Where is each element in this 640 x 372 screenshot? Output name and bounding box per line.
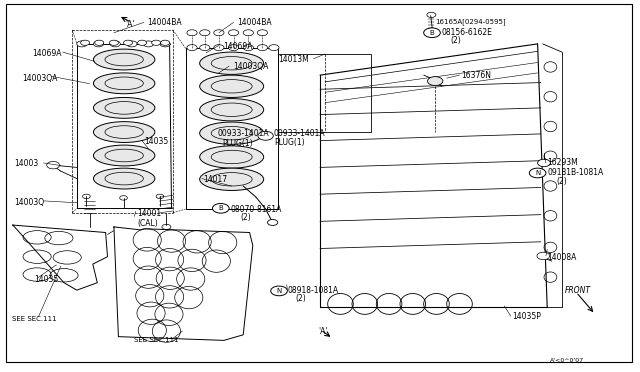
Circle shape: [258, 131, 273, 140]
Circle shape: [243, 30, 253, 36]
Text: 'A': 'A': [319, 327, 328, 336]
Circle shape: [93, 41, 104, 47]
Text: 16376N: 16376N: [461, 71, 491, 80]
Bar: [278, 54, 371, 132]
Text: PLUG(1): PLUG(1): [274, 138, 305, 147]
Circle shape: [77, 41, 87, 47]
Text: 14003: 14003: [14, 159, 38, 168]
Text: 14069A: 14069A: [32, 49, 61, 58]
Ellipse shape: [93, 97, 155, 118]
Text: 14004BA: 14004BA: [237, 18, 271, 27]
Text: 14001: 14001: [138, 209, 162, 218]
Circle shape: [47, 161, 60, 169]
Circle shape: [257, 45, 268, 51]
Text: FRONT: FRONT: [564, 286, 591, 295]
Text: (2): (2): [296, 294, 307, 303]
Text: PLUG(1): PLUG(1): [223, 139, 253, 148]
Ellipse shape: [200, 146, 264, 168]
Text: N: N: [535, 170, 540, 176]
Ellipse shape: [93, 73, 155, 94]
Text: 'A': 'A': [125, 20, 134, 29]
Circle shape: [187, 30, 197, 36]
Text: B: B: [429, 30, 435, 36]
Circle shape: [269, 45, 279, 51]
Text: SEE SEC.111: SEE SEC.111: [12, 316, 56, 322]
Text: 16293M: 16293M: [547, 158, 578, 167]
Circle shape: [138, 40, 147, 45]
Circle shape: [228, 30, 239, 36]
Circle shape: [124, 40, 132, 45]
Text: 14013M: 14013M: [278, 55, 309, 64]
Ellipse shape: [200, 122, 264, 144]
Text: 14003Q: 14003Q: [14, 198, 44, 207]
Circle shape: [152, 40, 161, 45]
Text: SEE SEC.111: SEE SEC.111: [134, 337, 179, 343]
Text: 09181B-1081A: 09181B-1081A: [548, 169, 604, 177]
Text: 14035P: 14035P: [512, 312, 541, 321]
Circle shape: [95, 40, 104, 45]
Circle shape: [257, 30, 268, 36]
Text: 14004BA: 14004BA: [147, 18, 182, 27]
Circle shape: [268, 219, 278, 225]
Text: 14003QA: 14003QA: [234, 62, 269, 71]
Circle shape: [200, 30, 210, 36]
Circle shape: [109, 40, 118, 45]
Ellipse shape: [200, 75, 264, 97]
Text: B: B: [218, 205, 223, 211]
Text: (2): (2): [240, 213, 251, 222]
Ellipse shape: [93, 168, 155, 189]
Text: 14003QA: 14003QA: [22, 74, 58, 83]
Circle shape: [529, 168, 546, 178]
Text: 00933-1401A: 00933-1401A: [274, 129, 326, 138]
Text: (2): (2): [557, 177, 568, 186]
Text: 14008A: 14008A: [547, 253, 577, 262]
Circle shape: [187, 45, 197, 51]
Ellipse shape: [200, 168, 264, 190]
Circle shape: [214, 30, 224, 36]
Text: 14035: 14035: [144, 137, 168, 146]
Text: 14035: 14035: [34, 275, 58, 283]
Text: 14069A: 14069A: [223, 42, 252, 51]
Circle shape: [160, 41, 170, 47]
Text: 14017: 14017: [204, 175, 228, 184]
Circle shape: [161, 40, 170, 45]
Text: 08156-6162E: 08156-6162E: [442, 28, 492, 37]
Text: 00933-1401A: 00933-1401A: [218, 129, 269, 138]
Circle shape: [428, 77, 443, 86]
Circle shape: [81, 40, 90, 45]
Circle shape: [243, 45, 253, 51]
Circle shape: [110, 41, 120, 47]
Circle shape: [271, 286, 287, 296]
Ellipse shape: [93, 145, 155, 166]
Text: A'<0^0'07: A'<0^0'07: [550, 358, 584, 363]
Circle shape: [127, 41, 137, 47]
Ellipse shape: [93, 49, 155, 70]
Text: (CAL): (CAL): [138, 219, 158, 228]
Circle shape: [228, 45, 239, 51]
Circle shape: [214, 45, 224, 51]
Circle shape: [212, 203, 229, 213]
Text: 08070-8161A: 08070-8161A: [230, 205, 282, 214]
Ellipse shape: [200, 99, 264, 121]
Circle shape: [424, 28, 440, 38]
Circle shape: [538, 159, 550, 167]
Text: 16165A[0294-0595]: 16165A[0294-0595]: [435, 18, 506, 25]
Circle shape: [143, 41, 154, 47]
Ellipse shape: [200, 52, 264, 74]
Circle shape: [537, 252, 550, 260]
Text: (2): (2): [450, 36, 461, 45]
Ellipse shape: [93, 122, 155, 142]
Text: 08918-1081A: 08918-1081A: [288, 286, 339, 295]
Circle shape: [200, 45, 210, 51]
Text: N: N: [276, 288, 282, 294]
